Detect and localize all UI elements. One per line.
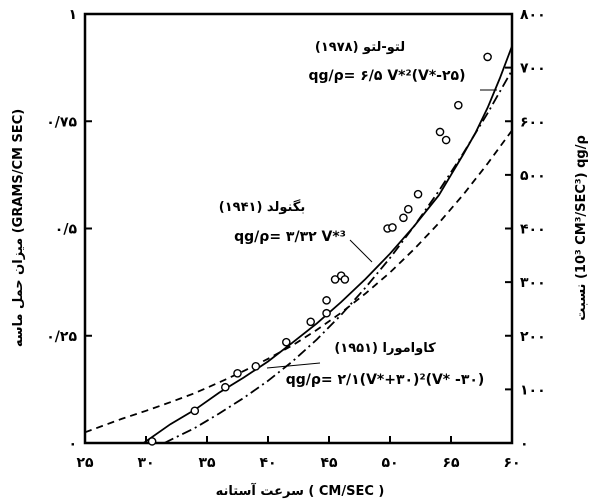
y-left-axis-label: میزان حمل ماسه (GRAMS/CM SEC) <box>11 109 26 347</box>
x-tick-label: ۵۰ <box>381 455 398 471</box>
data-point <box>147 437 157 446</box>
annotation-bagnold-title: بگنولد (۱۹۴۱) <box>219 199 305 215</box>
annotation-kawamura-formula: qg/ρ= ۲/۱(V*+۳۰)²(V* -۳۰) <box>286 372 485 388</box>
x-tick-label: ۴۵ <box>320 455 338 471</box>
data-point <box>388 223 397 232</box>
data-point <box>483 52 492 62</box>
y-right-tick-label: ۱۰۰ <box>520 382 546 398</box>
x-axis-ticks: ۲۵ ۳۰ ۳۵ ۴۰ ۴۵ ۵۰ ۶۵ ۶۰ <box>76 436 521 471</box>
data-point <box>441 135 451 145</box>
y-left-tick-label: ۱ <box>68 7 77 23</box>
x-tick-label: ۶۰ <box>503 455 520 471</box>
data-point <box>251 362 261 371</box>
data-point <box>454 100 463 110</box>
marker-layer <box>147 52 492 446</box>
y-right-tick-label: ۴۰۰ <box>520 222 546 238</box>
y-left-tick-label: ۰/۲۵ <box>46 329 77 345</box>
x-tick-label: ۳۰ <box>137 455 154 471</box>
y-right-axis-label: نسبت (10³ CM³/SEC³) qg/ρ <box>574 135 589 321</box>
data-point <box>403 204 413 214</box>
annotation-bagnold-formula: qg/ρ= ۳/۳۲ V*³ <box>234 229 346 245</box>
data-point <box>399 213 408 223</box>
y-right-tick-label: ۰ <box>520 436 529 452</box>
data-point <box>190 406 200 416</box>
x-axis-label: سرعت آستانه ( CM/SEC ) <box>216 482 385 499</box>
data-point <box>322 308 331 318</box>
x-tick-label: ۲۵ <box>76 455 94 471</box>
x-tick-label: ۳۵ <box>198 455 216 471</box>
data-point <box>306 317 316 327</box>
x-tick-label: ۶۵ <box>442 455 460 471</box>
y-right-tick-label: ۸۰۰ <box>520 7 546 23</box>
data-point <box>435 127 445 137</box>
annotation-lettau-title: لتو-لتو (۱۹۷۸) <box>315 40 405 55</box>
series-bagnold-line <box>84 129 513 434</box>
y-left-tick-label: ۰/۵ <box>55 222 78 238</box>
y-right-axis-ticks: ۰ ۱۰۰ ۲۰۰ ۳۰۰ ۴۰۰ ۵۰۰ ۶۰۰ ۷۰۰ ۸۰۰ <box>505 7 546 452</box>
series-layer <box>84 45 513 444</box>
y-right-tick-label: ۳۰۰ <box>520 275 546 291</box>
data-point <box>413 189 423 199</box>
y-right-tick-label: ۲۰۰ <box>520 329 546 345</box>
y-right-tick-label: ۵۰۰ <box>520 168 546 184</box>
y-left-tick-label: ۰ <box>68 436 77 452</box>
leader-line-kawamura <box>266 362 321 369</box>
y-left-axis-ticks: ۰ ۰/۲۵ ۰/۵ ۰/۷۵ ۱ <box>46 7 92 452</box>
annotation-kawamura-title: کاوامورا (۱۹۵۱) <box>334 341 436 356</box>
annotation-lettau-formula: qg/ρ= ۶/۵ V*²(V*-۲۵) <box>308 68 465 84</box>
data-point <box>330 275 340 284</box>
y-left-tick-label: ۰/۷۵ <box>46 114 77 130</box>
series-kawamura-line <box>163 69 513 444</box>
data-point <box>281 337 291 347</box>
data-point <box>233 368 242 378</box>
data-point <box>220 382 230 392</box>
data-point <box>340 275 350 284</box>
x-tick-label: ۴۰ <box>259 455 276 471</box>
y-right-tick-label: ۶۰۰ <box>520 114 546 130</box>
leader-line-bagnold <box>349 239 373 263</box>
data-point <box>322 296 331 305</box>
y-right-tick-label: ۷۰۰ <box>520 61 546 77</box>
